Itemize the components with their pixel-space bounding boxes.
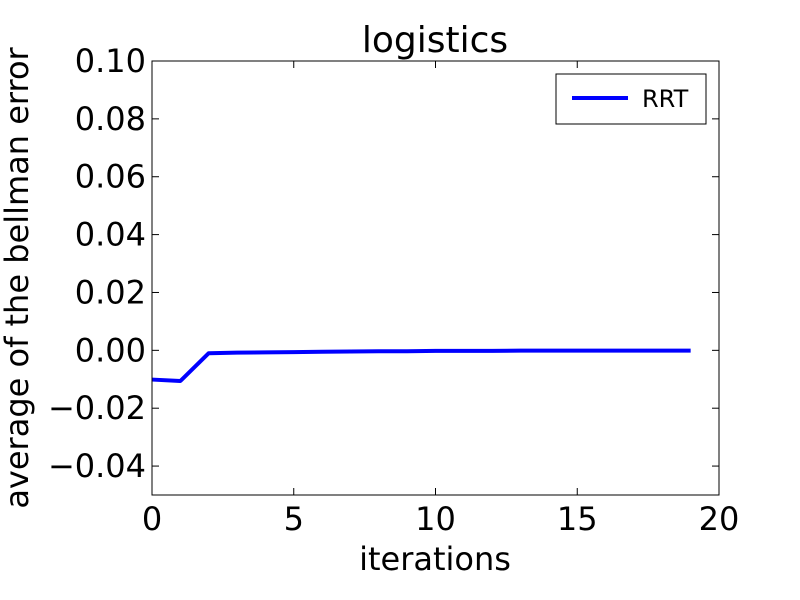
legend-label-rrt: RRT bbox=[642, 85, 689, 113]
y-tick-label: 0.10 bbox=[75, 42, 146, 80]
series-line-rrt bbox=[151, 348, 691, 383]
y-tick-labels: −0.04 −0.02 0.00 0.02 0.04 0.06 0.08 0.10 bbox=[48, 42, 146, 485]
series-layer bbox=[151, 348, 691, 383]
legend: RRT bbox=[555, 73, 707, 125]
y-tick-label: −0.04 bbox=[48, 447, 146, 485]
plot-frame bbox=[151, 60, 720, 496]
y-tick-label: 0.06 bbox=[75, 158, 146, 196]
y-tick-label: 0.02 bbox=[75, 273, 146, 311]
y-tick-label: 0.08 bbox=[75, 100, 146, 138]
y-tick-label: 0.00 bbox=[75, 331, 146, 369]
y-tick-label: 0.04 bbox=[75, 216, 146, 254]
x-tick-label: 15 bbox=[557, 500, 598, 538]
x-tick-label: 0 bbox=[142, 500, 162, 538]
x-axis-label: iterations bbox=[359, 540, 511, 578]
chart-title: logistics bbox=[362, 20, 508, 61]
x-tick-label: 5 bbox=[284, 500, 304, 538]
x-tick-label: 10 bbox=[415, 500, 456, 538]
x-tick-labels: 0 5 10 15 20 bbox=[142, 500, 740, 538]
y-axis-label: average of the bellman error bbox=[0, 46, 36, 508]
y-tick-label: −0.02 bbox=[48, 389, 146, 427]
x-tick-label: 20 bbox=[699, 500, 740, 538]
